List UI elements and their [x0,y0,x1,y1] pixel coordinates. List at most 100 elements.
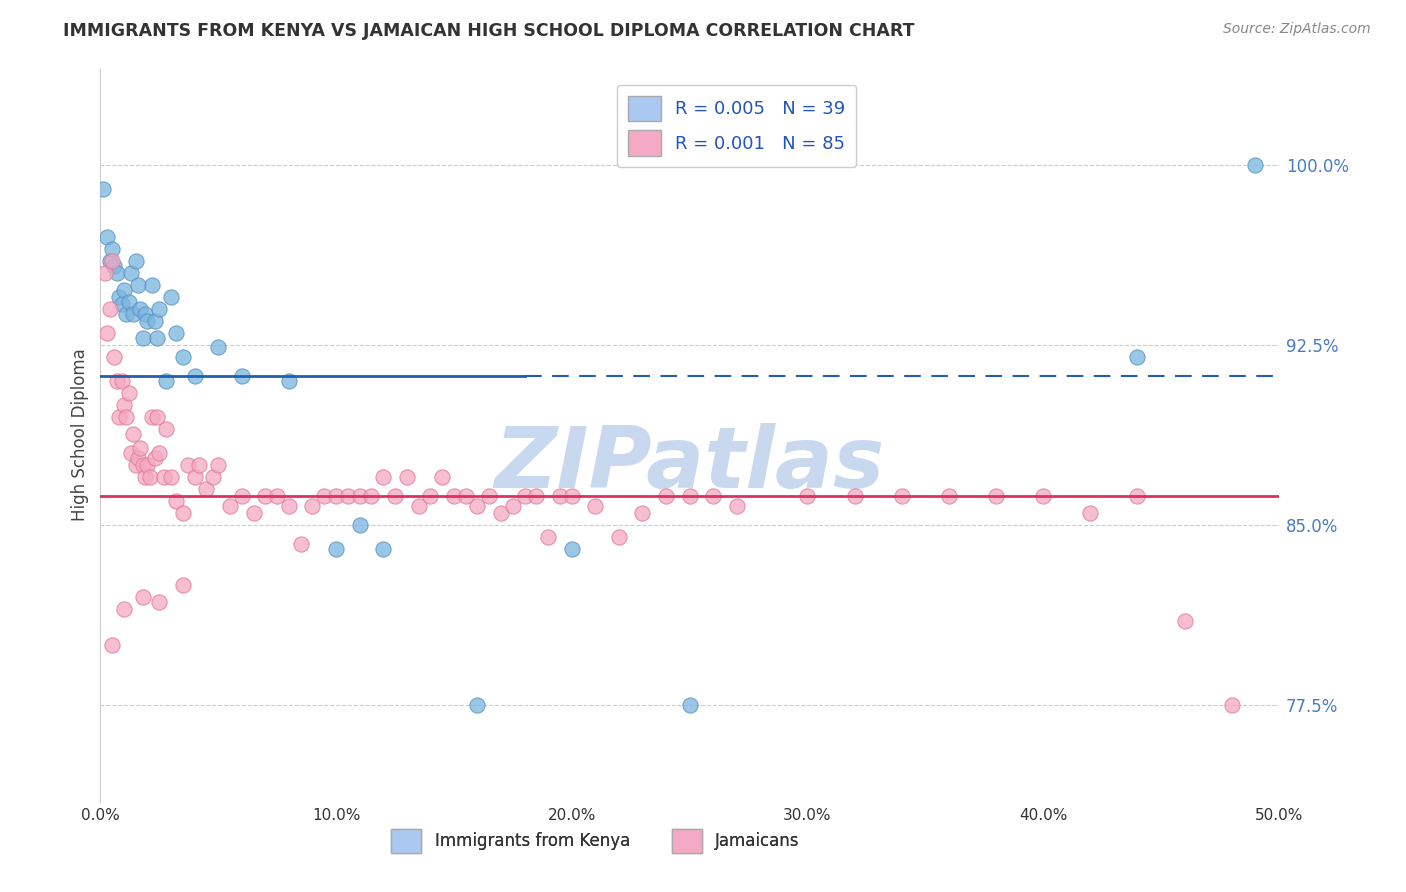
Point [207,458,229,472]
Point [373,470,395,484]
Point [277,374,299,388]
Point [266,489,288,503]
Point [183,369,205,384]
Point [146,409,169,424]
Point [172,350,194,364]
Point [583,499,606,513]
Point [1220,698,1243,713]
Point [108,409,131,424]
Point [1126,350,1149,364]
Point [132,331,155,345]
Point [349,518,371,533]
Point [254,489,277,503]
Point [384,489,406,503]
Text: ZIPatlas: ZIPatlas [495,423,884,506]
Point [467,698,489,713]
Point [443,489,465,503]
Point [148,595,170,609]
Point [125,458,148,472]
Point [129,301,152,316]
Point [336,489,359,503]
Point [127,450,149,465]
Point [301,499,323,513]
Point [146,331,169,345]
Point [537,530,560,544]
Point [115,307,138,321]
Point [607,530,630,544]
Point [101,242,124,256]
Point [122,307,145,321]
Y-axis label: High School Diploma: High School Diploma [72,349,89,522]
Point [155,422,177,436]
Point [148,446,170,460]
Point [725,499,748,513]
Text: IMMIGRANTS FROM KENYA VS JAMAICAN HIGH SCHOOL DIPLOMA CORRELATION CHART: IMMIGRANTS FROM KENYA VS JAMAICAN HIGH S… [63,22,915,40]
Point [129,442,152,456]
Point [155,374,177,388]
Point [702,489,724,503]
Point [112,602,135,616]
Point [134,470,156,484]
Point [796,489,818,503]
Point [117,386,139,401]
Point [349,489,371,503]
Point [160,470,183,484]
Point [105,266,128,280]
Point [120,446,142,460]
Point [96,326,118,340]
Point [94,266,117,280]
Point [408,499,430,513]
Point [112,283,135,297]
Point [1244,158,1267,172]
Point [526,489,548,503]
Point [242,506,264,520]
Point [373,542,395,557]
Point [172,506,194,520]
Point [548,489,571,503]
Point [141,277,163,292]
Point [176,458,198,472]
Point [136,314,159,328]
Point [132,458,155,472]
Point [938,489,960,503]
Point [183,470,205,484]
Point [188,458,211,472]
Point [148,301,170,316]
Point [502,499,524,513]
Point [153,470,176,484]
Point [395,470,418,484]
Point [110,297,132,311]
Point [467,499,489,513]
Point [103,259,125,273]
Point [125,253,148,268]
Point [165,494,187,508]
Point [207,340,229,354]
Point [112,398,135,412]
Point [454,489,477,503]
Point [120,266,142,280]
Point [360,489,382,503]
Point [890,489,912,503]
Point [101,253,124,268]
Point [143,314,166,328]
Point [134,307,156,321]
Point [419,489,441,503]
Point [172,578,194,592]
Point [1078,506,1101,520]
Point [314,489,336,503]
Point [984,489,1007,503]
Point [231,369,253,384]
Point [277,499,299,513]
Point [513,489,536,503]
Text: Source: ZipAtlas.com: Source: ZipAtlas.com [1223,22,1371,37]
Point [1126,489,1149,503]
Point [139,470,162,484]
Point [844,489,866,503]
Point [631,506,654,520]
Point [98,301,121,316]
Point [561,489,583,503]
Point [96,229,118,244]
Point [136,458,159,472]
Point [98,253,121,268]
Legend: Immigrants from Kenya, Jamaicans: Immigrants from Kenya, Jamaicans [385,822,806,859]
